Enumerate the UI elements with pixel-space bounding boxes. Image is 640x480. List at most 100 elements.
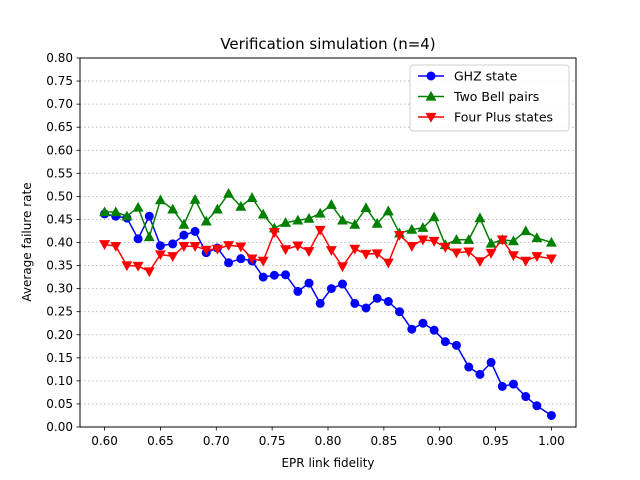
data-point — [121, 210, 133, 221]
data-point — [451, 340, 461, 350]
data-point — [428, 211, 440, 222]
data-point — [223, 187, 235, 198]
data-point — [531, 232, 543, 243]
data-point — [417, 235, 429, 246]
data-point — [382, 205, 394, 216]
data-point — [110, 242, 122, 252]
data-point — [269, 270, 279, 280]
data-point — [258, 272, 268, 282]
data-point — [99, 240, 111, 250]
data-point — [325, 199, 337, 209]
data-point — [394, 307, 404, 317]
data-point — [371, 249, 383, 260]
legend-entry: Four Plus states — [418, 110, 553, 125]
data-point — [486, 357, 496, 367]
data-point — [407, 324, 417, 334]
data-point — [132, 261, 144, 272]
data-point — [451, 248, 462, 259]
data-point — [474, 257, 486, 268]
series-ghz-state — [100, 209, 556, 420]
data-point — [314, 207, 326, 218]
series-line — [104, 213, 552, 417]
data-point — [281, 270, 291, 280]
data-point — [545, 236, 557, 247]
data-point — [429, 325, 439, 335]
data-point — [303, 247, 315, 257]
data-point — [303, 212, 315, 223]
x-tick-label: 1.00 — [538, 434, 565, 448]
x-axis-label: EPR link fidelity — [281, 456, 374, 470]
data-point — [507, 251, 519, 262]
data-point — [546, 410, 556, 420]
data-point — [200, 245, 212, 256]
data-point — [211, 203, 223, 214]
data-point — [463, 234, 475, 244]
y-tick-label: 0.05 — [46, 397, 73, 411]
y-tick-label: 0.20 — [46, 328, 73, 342]
data-point — [349, 244, 361, 255]
data-point — [143, 231, 155, 242]
data-point — [521, 392, 531, 402]
data-point — [200, 215, 212, 226]
series-four-plus-states — [99, 225, 557, 278]
data-point — [179, 230, 189, 240]
data-point — [211, 244, 223, 255]
data-point — [223, 241, 235, 251]
data-point — [532, 401, 542, 411]
y-tick-label: 0.60 — [46, 143, 73, 157]
legend-marker — [425, 90, 437, 101]
data-point — [497, 381, 507, 391]
y-tick-label: 0.35 — [46, 259, 73, 273]
data-point — [485, 248, 497, 259]
data-point — [178, 242, 190, 252]
data-point — [337, 214, 348, 225]
y-tick-label: 0.50 — [46, 189, 73, 203]
data-point — [235, 200, 247, 211]
data-point — [464, 362, 474, 372]
x-axis: 0.60 0.65 0.70 0.75 0.80 0.85 0.90 0.95 1.00 — [91, 427, 565, 448]
data-point — [440, 337, 450, 347]
data-point — [508, 379, 518, 389]
data-point — [315, 298, 325, 308]
data-point — [292, 241, 304, 252]
data-point — [496, 235, 508, 246]
data-point — [418, 318, 428, 328]
data-point — [178, 218, 190, 229]
data-point — [268, 228, 280, 238]
data-point — [144, 211, 154, 221]
y-tick-label: 0.65 — [46, 120, 73, 134]
y-tick-label: 0.70 — [46, 97, 73, 111]
series-line — [104, 228, 552, 273]
y-tick-label: 0.00 — [46, 420, 73, 434]
data-point — [451, 234, 462, 244]
data-point — [520, 256, 532, 267]
data-point — [485, 237, 497, 248]
data-point — [154, 194, 166, 205]
data-point — [314, 225, 326, 236]
data-point — [155, 241, 165, 251]
x-tick-label: 0.65 — [147, 434, 174, 448]
legend: GHZ state Two Bell pairs Four Plus states — [409, 64, 570, 132]
x-tick-label: 0.70 — [203, 434, 230, 448]
data-point — [121, 261, 133, 272]
data-point — [382, 258, 394, 269]
data-point — [280, 245, 291, 256]
data-point — [167, 203, 179, 214]
y-tick-label: 0.15 — [46, 351, 73, 365]
y-tick-label: 0.45 — [46, 212, 73, 226]
data-point — [507, 235, 519, 246]
data-point — [439, 242, 451, 253]
data-point — [531, 252, 543, 262]
data-point — [257, 208, 269, 219]
x-tick-label: 0.75 — [259, 434, 286, 448]
data-point — [545, 254, 557, 265]
legend-box — [409, 64, 570, 132]
data-point — [371, 217, 383, 228]
x-tick-label: 0.80 — [315, 434, 342, 448]
data-point — [293, 286, 303, 296]
data-point — [394, 230, 405, 241]
data-point — [292, 214, 304, 225]
data-point — [143, 267, 155, 278]
data-point — [475, 369, 485, 379]
y-axis-label: Average failure rate — [20, 182, 34, 301]
